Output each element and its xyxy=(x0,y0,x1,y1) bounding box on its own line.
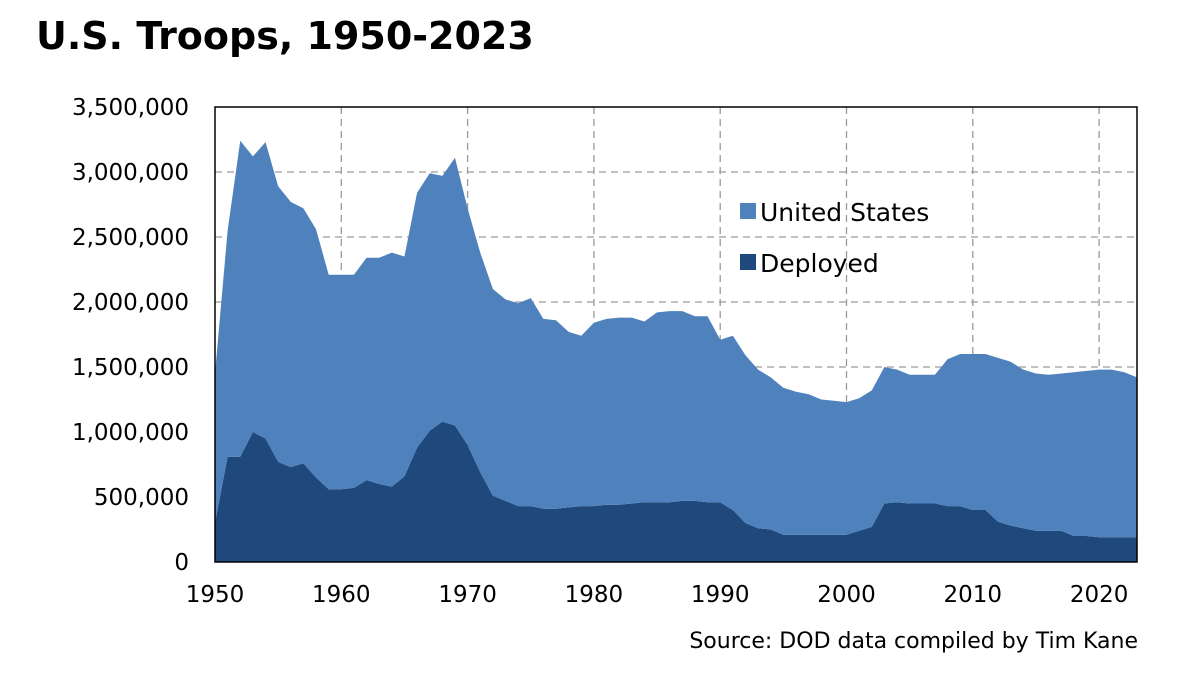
y-tick-label: 3,000,000 xyxy=(72,160,189,186)
y-tick-label: 2,500,000 xyxy=(72,225,189,251)
x-tick-label: 1970 xyxy=(438,582,497,608)
x-tick-label: 2010 xyxy=(944,582,1003,608)
x-axis-tick-labels: 1950 1960 1970 1980 1990 2000 2010 2020 xyxy=(186,582,1129,608)
y-tick-label: 1,000,000 xyxy=(72,420,189,446)
area-united-states xyxy=(215,140,1137,538)
area-series xyxy=(215,140,1137,562)
x-tick-label: 2020 xyxy=(1070,582,1129,608)
x-tick-label: 1990 xyxy=(691,582,750,608)
source-note: Source: DOD data compiled by Tim Kane xyxy=(689,629,1138,654)
x-tick-label: 2000 xyxy=(817,582,876,608)
y-tick-label: 3,500,000 xyxy=(72,95,189,121)
plot-frame xyxy=(214,106,1138,563)
x-tick-label: 1980 xyxy=(565,582,624,608)
legend-label-deployed: Deployed xyxy=(760,249,879,278)
legend-swatch-deployed xyxy=(740,254,756,270)
legend: United States Deployed xyxy=(740,198,929,278)
y-tick-label: 1,500,000 xyxy=(72,355,189,381)
area-deployed xyxy=(215,421,1137,562)
y-tick-label: 2,000,000 xyxy=(72,290,189,316)
y-tick-label: 500,000 xyxy=(94,485,189,511)
legend-swatch-united-states xyxy=(740,203,756,219)
x-tick-label: 1960 xyxy=(312,582,371,608)
legend-label-united-states: United States xyxy=(760,198,929,227)
x-tick-label: 1950 xyxy=(186,582,245,608)
y-tick-label: 0 xyxy=(174,550,189,576)
chart-title: U.S. Troops, 1950-2023 xyxy=(36,14,534,58)
y-axis-tick-labels: 0 500,000 1,000,000 1,500,000 2,000,000 2,500… xyxy=(72,95,189,576)
